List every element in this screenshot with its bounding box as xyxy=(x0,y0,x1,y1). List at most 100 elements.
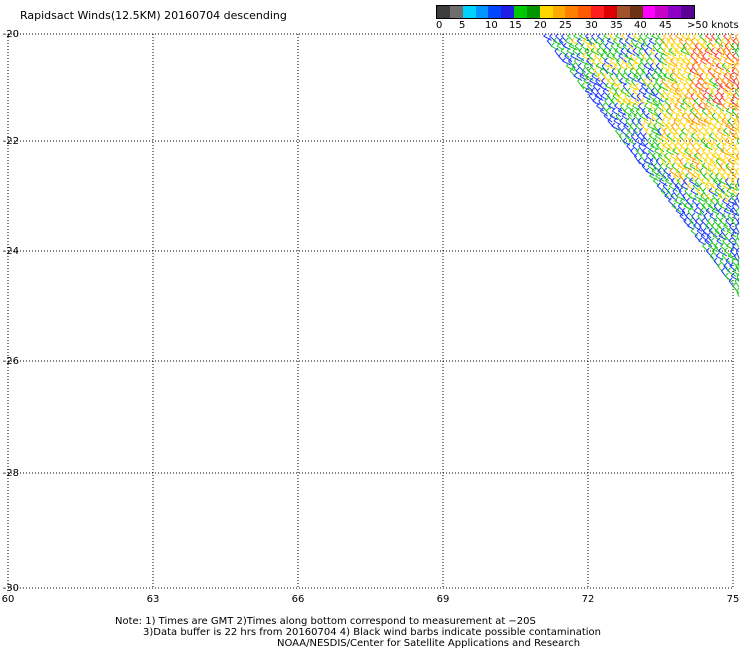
wind-barb-tick xyxy=(631,62,636,67)
wind-barb-tick xyxy=(600,37,605,42)
wind-barb xyxy=(716,185,725,193)
wind-barb xyxy=(729,130,737,140)
wind-barb xyxy=(598,60,608,68)
wind-barb-tick xyxy=(684,37,689,42)
wind-barb-tick xyxy=(697,77,701,82)
wind-barb xyxy=(629,125,638,134)
wind-barb xyxy=(675,115,681,123)
wind-barb-tick xyxy=(682,42,687,47)
wind-barb xyxy=(702,135,711,145)
wind-barb-tick xyxy=(672,52,677,57)
wind-barb-tick xyxy=(693,112,698,117)
wind-barb-tick xyxy=(696,37,701,42)
wind-barb xyxy=(599,85,610,92)
wind-barb xyxy=(645,115,655,122)
latitude-label: -22 xyxy=(3,136,19,147)
wind-barb-tick xyxy=(715,172,719,177)
wind-barb xyxy=(730,60,739,67)
longitude-label: 66 xyxy=(292,594,305,605)
wind-barb-tick xyxy=(648,147,652,152)
wind-barb-tick xyxy=(649,77,653,82)
wind-barb xyxy=(598,45,608,54)
wind-barb-tick xyxy=(673,117,678,122)
wind-barb-tick xyxy=(636,147,640,152)
wind-barb-tick xyxy=(631,77,635,82)
wind-barb-tick xyxy=(623,107,628,112)
wind-barb xyxy=(706,100,715,107)
wind-barb xyxy=(713,125,722,132)
wind-barb-tick xyxy=(621,33,625,37)
wind-barb-tick xyxy=(663,167,668,172)
wind-barb-tick xyxy=(664,97,669,102)
wind-barb xyxy=(715,40,724,48)
wind-barb-tick xyxy=(644,87,649,92)
wind-barb xyxy=(666,55,674,62)
wind-barb-tick xyxy=(546,37,551,42)
wind-barb-tick xyxy=(683,177,687,182)
wind-barb xyxy=(712,155,723,162)
wind-barb-tick xyxy=(737,122,740,127)
wind-barb-tick xyxy=(687,222,691,227)
colorbar-label: 40 xyxy=(634,20,647,31)
wind-barb-tick xyxy=(690,37,695,42)
wind-barb-tick xyxy=(672,132,677,137)
wind-barb xyxy=(691,120,701,126)
wind-barb-tick xyxy=(691,172,695,177)
wind-barb-tick xyxy=(719,177,723,182)
wind-barb xyxy=(728,200,737,206)
wind-barb-tick xyxy=(543,33,547,37)
wind-barb xyxy=(632,145,639,152)
wind-barb-tick xyxy=(720,37,725,42)
wind-barb xyxy=(710,240,718,249)
wind-barb-tick xyxy=(706,247,710,252)
wind-barb xyxy=(656,90,665,98)
wind-barb-tick xyxy=(678,92,683,97)
wind-barb xyxy=(693,115,704,122)
wind-barb xyxy=(701,180,710,187)
wind-barb-tick xyxy=(633,127,637,132)
wind-barb-tick xyxy=(682,192,687,197)
wind-barb-tick xyxy=(692,102,696,107)
wind-barb-tick xyxy=(713,67,718,72)
wind-barb-tick xyxy=(572,47,577,52)
wind-barb xyxy=(668,90,679,96)
wind-barb xyxy=(638,145,645,155)
wind-barb-tick xyxy=(708,227,713,232)
wind-barb-tick xyxy=(625,117,630,122)
wind-barb-tick xyxy=(596,47,601,52)
wind-barb-tick xyxy=(646,137,651,142)
wind-barb-tick xyxy=(732,92,737,97)
wind-barb-tick xyxy=(646,57,650,62)
wind-barb xyxy=(708,230,718,238)
wind-barb xyxy=(680,90,688,100)
wind-barb-tick xyxy=(725,177,729,182)
wind-barb-tick xyxy=(611,82,615,87)
wind-barb xyxy=(683,85,691,93)
wind-barb-tick xyxy=(695,202,700,207)
wind-barb xyxy=(702,95,711,102)
colorbar-segment xyxy=(488,6,502,18)
wind-barb-tick xyxy=(722,182,727,187)
wind-barb-tick xyxy=(693,167,698,172)
wind-barb xyxy=(681,115,691,123)
wind-barb-tick xyxy=(715,117,720,122)
wind-barb xyxy=(665,70,674,77)
wind-barb-tick xyxy=(725,82,729,87)
wind-barb-tick xyxy=(698,197,702,202)
wind-barb xyxy=(690,150,699,158)
wind-barb-tick xyxy=(723,262,728,267)
wind-barb-tick xyxy=(607,62,612,67)
wind-barb xyxy=(723,225,732,232)
wind-barb xyxy=(641,85,648,92)
wind-barb-tick xyxy=(581,82,585,87)
wind-barb-tick xyxy=(635,67,640,72)
wind-barb-tick xyxy=(605,82,609,87)
wind-barb-tick xyxy=(720,242,724,247)
wind-barb xyxy=(637,40,646,47)
wind-barb-tick xyxy=(612,92,617,97)
wind-barb-tick xyxy=(723,207,728,212)
wind-barb-tick xyxy=(634,57,638,62)
wind-barb-tick xyxy=(585,72,590,77)
wind-barb-tick xyxy=(615,72,620,77)
wind-barb-tick xyxy=(612,52,617,57)
